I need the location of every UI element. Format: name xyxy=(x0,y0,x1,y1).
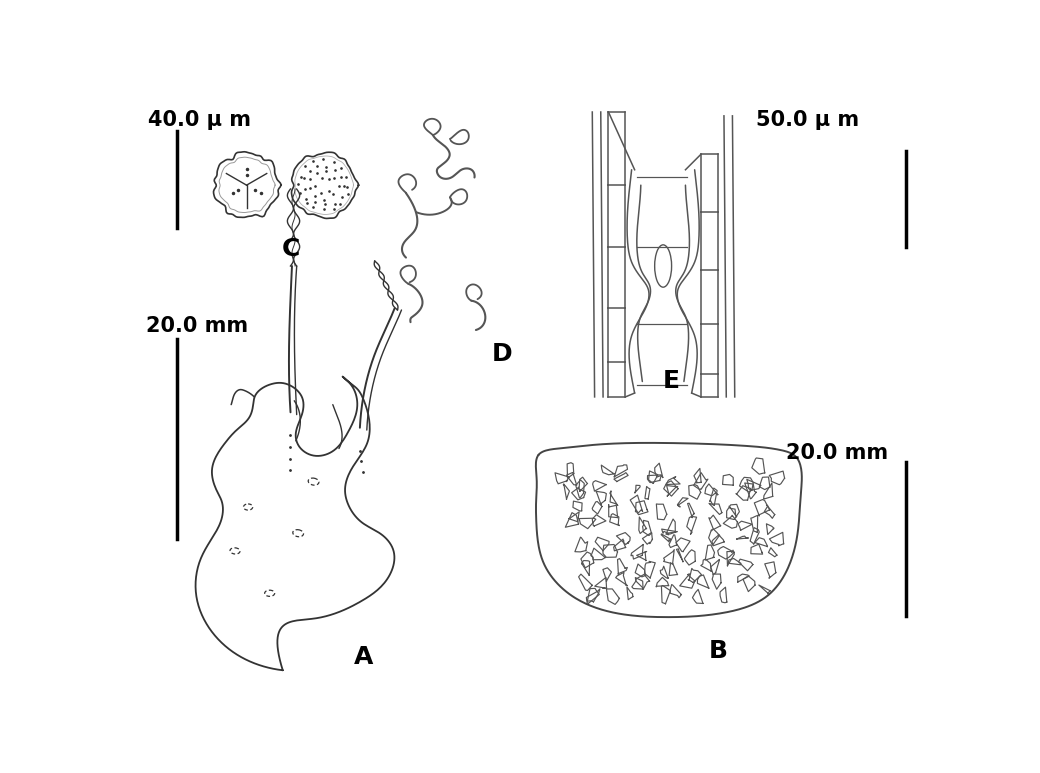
Text: C: C xyxy=(281,237,300,261)
Text: 20.0 mm: 20.0 mm xyxy=(147,316,249,336)
Text: 20.0 mm: 20.0 mm xyxy=(785,443,888,463)
Text: 40.0 μ m: 40.0 μ m xyxy=(148,110,251,130)
Text: E: E xyxy=(664,369,680,393)
Text: A: A xyxy=(354,645,373,669)
Text: B: B xyxy=(708,638,727,662)
Text: D: D xyxy=(492,342,513,366)
Text: 50.0 μ m: 50.0 μ m xyxy=(756,110,859,130)
